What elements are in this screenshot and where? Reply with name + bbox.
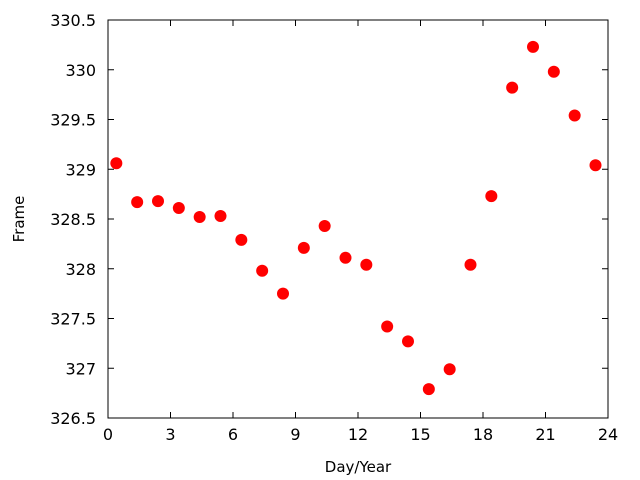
y-tick-labels: 326.5 327 327.5 328 328.5 329 329.5 330 330.5 (50, 11, 96, 428)
data-point (339, 251, 352, 264)
x-tick-labels: 0 3 6 9 12 15 18 21 24 (103, 425, 618, 444)
plot-frame (107, 19, 609, 419)
data-point (547, 65, 560, 78)
y-tick-label: 326.5 (50, 409, 96, 428)
y-tick-label: 329 (65, 160, 96, 179)
y-tick-label: 327.5 (50, 310, 96, 329)
y-tick-label: 327 (65, 359, 96, 378)
data-points (110, 40, 602, 396)
y-tick-label: 329.5 (50, 111, 96, 130)
data-point (506, 81, 519, 94)
x-tick-label: 9 (290, 425, 300, 444)
data-point (402, 335, 414, 348)
data-point (277, 287, 289, 300)
y-tick-label: 330 (65, 61, 96, 80)
y-tick-label: 328 (65, 260, 96, 279)
data-point (297, 241, 310, 254)
data-point (214, 210, 227, 223)
data-point (568, 109, 581, 122)
data-point (360, 258, 373, 271)
data-point (443, 363, 456, 376)
data-point (464, 258, 477, 271)
x-tick-label: 6 (228, 425, 238, 444)
data-point (318, 219, 331, 232)
x-tick-label: 24 (598, 425, 618, 444)
x-tick-label: 12 (348, 425, 368, 444)
x-tick-label: 18 (473, 425, 493, 444)
y-tick-label: 328.5 (50, 210, 96, 229)
data-point (527, 40, 539, 53)
data-point (381, 320, 394, 333)
data-point (152, 195, 164, 208)
x-tick-label: 3 (165, 425, 175, 444)
x-tick-label: 0 (103, 425, 113, 444)
data-point (131, 196, 144, 209)
x-tick-label: 15 (410, 425, 430, 444)
x-axis-label: Day/Year (325, 458, 392, 476)
data-point (485, 190, 498, 203)
x-tick-label: 21 (535, 425, 555, 444)
data-point (256, 264, 269, 277)
data-point (110, 157, 123, 170)
y-tick-label: 330.5 (50, 11, 96, 30)
data-point (193, 211, 206, 224)
y-axis-label: Frame (10, 196, 28, 243)
data-point (422, 383, 435, 396)
data-point (589, 159, 602, 172)
data-point (235, 233, 248, 246)
tick-marks (107, 19, 609, 419)
data-point (172, 202, 185, 215)
